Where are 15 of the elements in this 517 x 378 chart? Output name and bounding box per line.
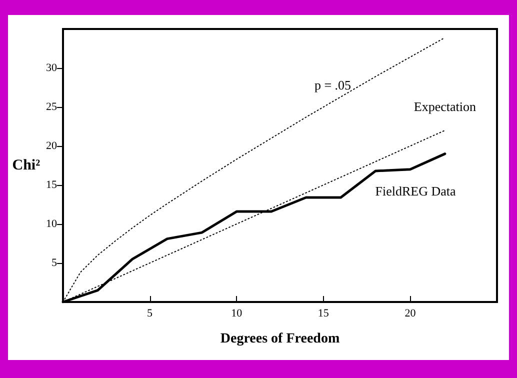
y-tick-label: 20 — [46, 140, 58, 152]
series-label: p = .05 — [314, 77, 352, 92]
x-tick-label: 20 — [404, 308, 416, 320]
x-tick-label: 15 — [318, 308, 330, 320]
y-axis-title: Chi² — [12, 158, 41, 174]
y-tick-label: 5 — [52, 257, 58, 269]
series-label: FieldREG Data — [375, 183, 456, 198]
y-tick-label: 15 — [46, 179, 58, 191]
x-tick-label: 5 — [147, 308, 154, 320]
x-axis-title: Degrees of Freedom — [220, 332, 340, 346]
y-tick-label: 30 — [46, 62, 58, 74]
series-label: Expectation — [414, 98, 476, 114]
x-tick-label: 10 — [231, 308, 243, 320]
y-tick-label: 25 — [46, 101, 58, 113]
y-tick-label: 10 — [46, 218, 58, 230]
